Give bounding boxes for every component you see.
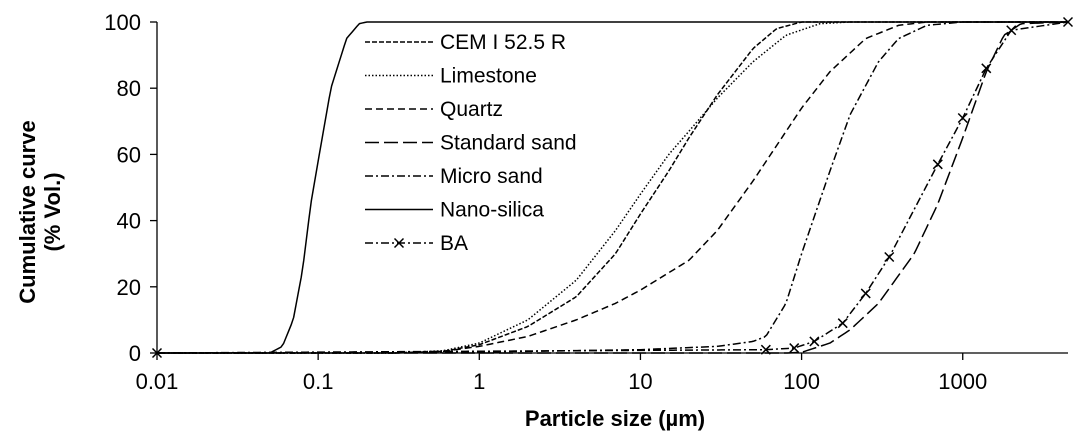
- series-line-standard-sand: [157, 21, 1069, 354]
- legend-label: Micro sand: [440, 165, 543, 188]
- y-tick-label: 0: [129, 341, 141, 366]
- tick-marks: 0 20 40 60 80 100 0.01 0.1 1 10 100 1000: [104, 10, 987, 394]
- data-point-marker: [1006, 25, 1017, 36]
- series-line-cem-i-52-5-r: [157, 21, 1068, 354]
- data-point-marker: [932, 159, 943, 170]
- data-point-marker: [981, 63, 992, 74]
- plot-area: [151, 16, 1073, 359]
- data-point-marker: [884, 251, 895, 263]
- legend-label: Quartz: [440, 98, 503, 121]
- y-axis-title-line2: (% Vol.): [40, 172, 65, 251]
- series-line-limestone: [157, 21, 1068, 354]
- data-point-marker: [1062, 16, 1073, 28]
- legend-label: Limestone: [440, 65, 537, 88]
- legend-label: Nano-silica: [440, 199, 544, 222]
- y-tick-label: 80: [117, 76, 141, 101]
- y-axis-title: Cumulative curve (% Vol.): [15, 120, 65, 303]
- data-point-marker: [789, 343, 800, 354]
- series-line-ba: [156, 21, 1069, 354]
- x-axis-title: Particle size (µm): [525, 406, 705, 431]
- x-tick-label: 0.1: [303, 369, 334, 394]
- x-tick-label: 1: [473, 369, 485, 394]
- legend-item: Micro sand: [365, 165, 543, 188]
- axes: [156, 22, 1068, 354]
- legend-label: Standard sand: [440, 132, 577, 155]
- x-tick-label: 1000: [938, 369, 987, 394]
- data-point-marker: [809, 336, 820, 347]
- y-tick-label: 20: [117, 275, 141, 300]
- series-line-quartz: [157, 21, 1068, 354]
- y-tick-label: 100: [104, 10, 141, 35]
- series-line-micro-sand: [156, 21, 1068, 354]
- legend-label: CEM I 52.5 R: [440, 31, 566, 54]
- data-point-marker: [837, 318, 848, 329]
- series-line-nano-silica: [157, 21, 1068, 354]
- legend: CEM I 52.5 R Limestone Quartz Standard sand…: [365, 31, 577, 255]
- data-point-marker: [860, 288, 871, 299]
- legend-label: BA: [440, 232, 468, 255]
- x-tick-label: 0.01: [136, 369, 179, 394]
- y-tick-label: 40: [117, 209, 141, 234]
- legend-item: Limestone: [365, 65, 537, 88]
- y-tick-label: 60: [117, 142, 141, 167]
- legend-item: CEM I 52.5 R: [365, 31, 566, 54]
- legend-item: Nano-silica: [365, 199, 544, 222]
- legend-item: Quartz: [365, 98, 503, 121]
- y-axis-title-line1: Cumulative curve: [15, 120, 40, 303]
- legend-item: BA: [365, 232, 468, 255]
- data-point-marker: [957, 112, 968, 124]
- x-tick-label: 10: [628, 369, 652, 394]
- x-tick-label: 100: [783, 369, 820, 394]
- legend-item: Standard sand: [365, 132, 577, 155]
- legend-marker: [393, 237, 405, 249]
